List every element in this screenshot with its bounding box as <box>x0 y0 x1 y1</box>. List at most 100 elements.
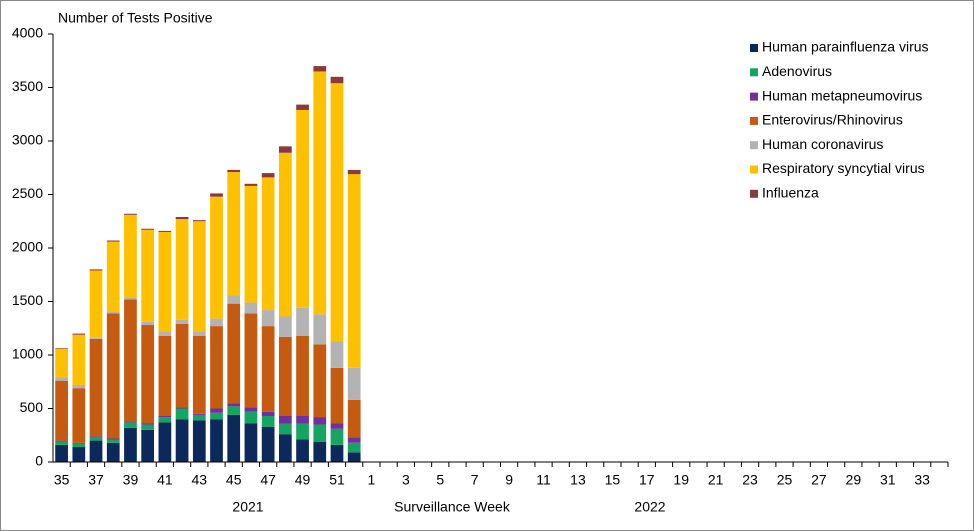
bar-segment <box>124 422 137 428</box>
y-tick-label: 0 <box>35 453 43 469</box>
x-tick-label: 45 <box>226 472 242 488</box>
bar-segment <box>55 441 68 445</box>
bar-segment <box>72 334 86 385</box>
bar-segment <box>158 231 172 332</box>
bar-segment <box>124 421 137 423</box>
bar-segment <box>347 367 361 400</box>
bar-segment <box>124 297 137 300</box>
legend-marker <box>750 92 758 101</box>
bar-segment <box>313 344 327 418</box>
x-tick-label: 49 <box>295 472 311 488</box>
x-tick-label: 25 <box>777 472 793 488</box>
bar-segment <box>175 419 189 462</box>
bar-segment <box>55 377 68 381</box>
legend-label: Human metapneumovirus <box>762 87 922 103</box>
legend-marker <box>750 44 758 52</box>
x-tick-label: 7 <box>471 472 479 488</box>
y-tick-label: 3500 <box>12 78 43 94</box>
bar-segment <box>244 411 258 424</box>
bar-segment <box>347 437 361 443</box>
bar-segment <box>244 423 258 462</box>
bar-segment <box>210 408 223 413</box>
bar-segment <box>330 423 344 429</box>
bar-segment <box>296 307 309 336</box>
bar-segment <box>330 444 344 462</box>
x-tick-label: 23 <box>742 472 758 488</box>
bar-segment <box>210 318 223 327</box>
bar-segment <box>261 173 275 178</box>
bar-segment <box>227 406 241 415</box>
bar-segment <box>141 424 155 430</box>
x-tick-label: 41 <box>157 472 173 488</box>
legend-label: Adenovirus <box>762 63 832 79</box>
bar-segment <box>261 310 275 327</box>
bar-segment <box>227 403 241 407</box>
bar-segment <box>210 193 223 197</box>
bar-segment <box>192 221 206 332</box>
bar-segment <box>278 336 292 416</box>
x-tick-label: 33 <box>914 472 930 488</box>
y-axis-label: Number of Tests Positive <box>58 10 213 26</box>
bar-segment <box>313 441 327 462</box>
legend-label: Respiratory syncytial virus <box>762 160 925 176</box>
bar-segment <box>296 415 309 424</box>
legend-label: Human coronavirus <box>762 136 883 152</box>
bar-segment <box>192 335 206 414</box>
bar-segment <box>106 439 120 443</box>
x-tick-label: 11 <box>536 472 551 488</box>
bar-segment <box>175 408 189 420</box>
y-tick-label: 3000 <box>12 132 43 148</box>
bar-segment <box>158 415 172 418</box>
bar-segment <box>89 269 103 271</box>
bar-segment <box>347 442 361 453</box>
bar-segment <box>278 152 292 317</box>
bar-segment <box>192 413 206 415</box>
bar-segment <box>158 417 172 423</box>
bar-segment <box>106 438 120 440</box>
bar-segment <box>296 439 309 462</box>
bar-segment <box>89 440 103 462</box>
bar-segment <box>141 423 155 425</box>
bar-segment <box>124 299 137 422</box>
year-label: 2022 <box>634 499 665 515</box>
bar-segment <box>296 423 309 440</box>
bar-segment <box>296 104 309 110</box>
y-tick-label: 2000 <box>12 239 43 255</box>
bar-segment <box>72 447 86 462</box>
bar-segment <box>192 414 206 421</box>
bar-segment <box>124 214 137 298</box>
bar-segment <box>192 220 206 222</box>
x-tick-label: 29 <box>846 472 862 488</box>
bar-segment <box>261 411 275 416</box>
legend-marker <box>750 116 758 125</box>
bar-segment <box>124 213 137 215</box>
bar-segment <box>313 417 327 425</box>
x-tick-label: 51 <box>329 472 345 488</box>
bar-segment <box>278 423 292 435</box>
x-tick-label: 47 <box>260 472 276 488</box>
x-tick-label: 35 <box>54 472 70 488</box>
bar-segment <box>55 440 68 442</box>
bar-segment <box>210 419 223 462</box>
x-tick-label: 9 <box>505 472 513 488</box>
bar-segment <box>278 146 292 153</box>
bar-segment <box>141 321 155 326</box>
bar-segment <box>227 169 241 173</box>
bar-segment <box>210 326 223 409</box>
bar-segment <box>89 337 103 339</box>
bar-segment <box>55 348 68 349</box>
bar-segment <box>278 415 292 424</box>
legend-label: Human parainfluenza virus <box>762 39 929 55</box>
bar-segment <box>227 414 241 462</box>
y-tick-label: 4000 <box>12 25 43 41</box>
legend-marker <box>750 141 758 150</box>
bar-segment <box>313 424 327 442</box>
bar-segment <box>227 172 241 296</box>
x-tick-label: 27 <box>811 472 827 488</box>
bar-segment <box>89 437 103 441</box>
bar-segment <box>330 428 344 445</box>
bar-segment <box>313 66 327 72</box>
bar-segment <box>210 196 223 319</box>
bar-segment <box>175 407 189 409</box>
